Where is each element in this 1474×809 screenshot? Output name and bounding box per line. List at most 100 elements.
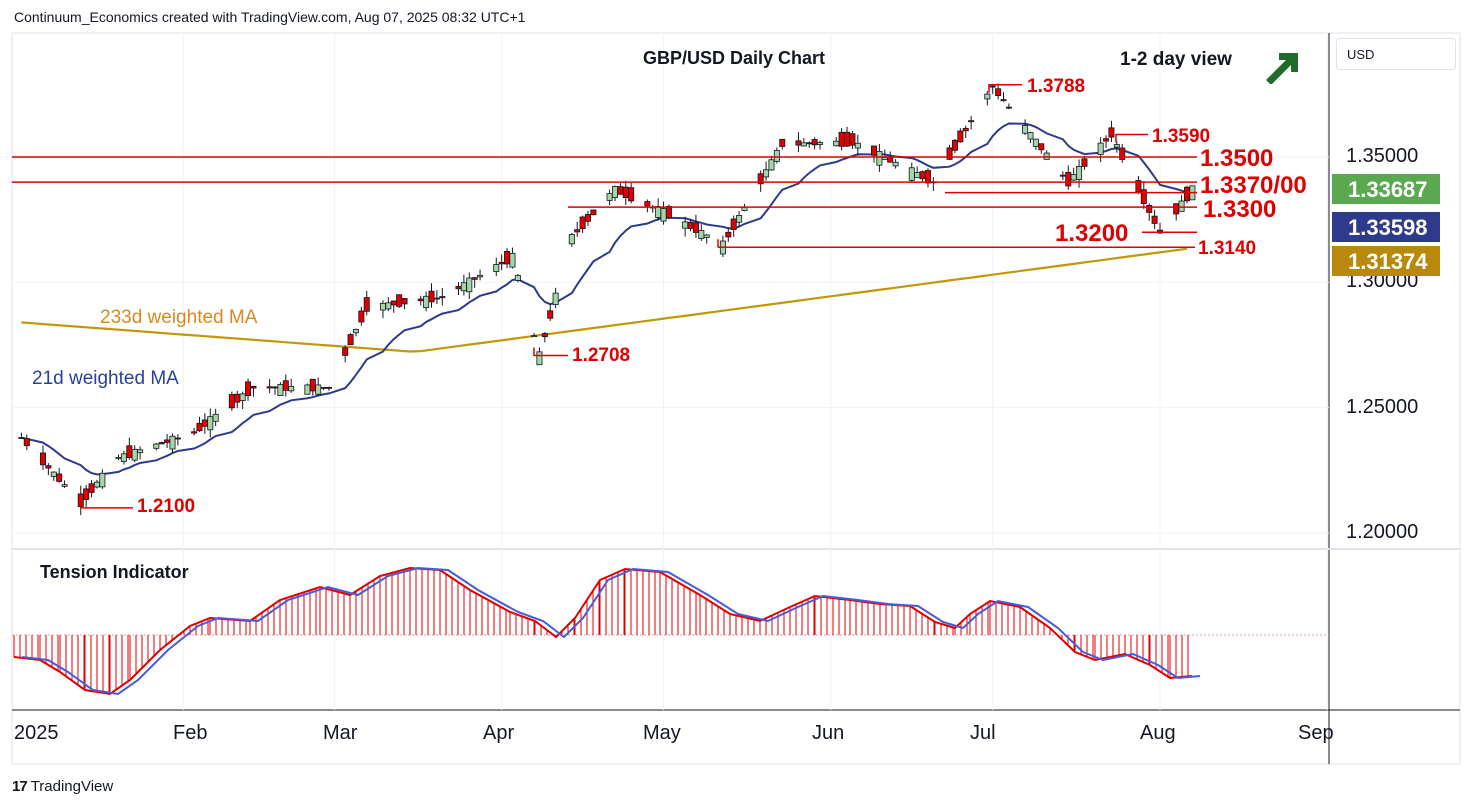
level-label-13370: 1.3370/00 bbox=[1200, 172, 1307, 199]
candle bbox=[1059, 171, 1066, 181]
candle bbox=[514, 274, 521, 283]
candle-body bbox=[568, 234, 575, 245]
candle-body bbox=[83, 488, 90, 500]
candle-body bbox=[876, 150, 883, 166]
candle bbox=[719, 235, 726, 257]
candle-body bbox=[272, 386, 279, 389]
candle bbox=[773, 147, 780, 164]
candle bbox=[957, 128, 964, 143]
candle bbox=[1097, 137, 1104, 163]
candle bbox=[995, 83, 1002, 100]
candle-body bbox=[1119, 147, 1126, 160]
candle bbox=[871, 145, 878, 163]
candle-body bbox=[471, 277, 478, 280]
x-tick-aug: Aug bbox=[1140, 722, 1176, 744]
candle-body bbox=[379, 302, 386, 311]
y-tick-135000: 1.35000 bbox=[1346, 145, 1419, 167]
candle-body bbox=[514, 275, 521, 281]
x-tick-apr: Apr bbox=[483, 722, 515, 744]
tradingview-logo-icon: 17 bbox=[12, 778, 28, 795]
candle-body bbox=[541, 333, 548, 338]
marker-13788 bbox=[988, 84, 1022, 93]
candle-body bbox=[325, 386, 332, 389]
candle-body bbox=[309, 378, 316, 392]
candle bbox=[1070, 167, 1077, 181]
candle-body bbox=[493, 264, 500, 272]
candle bbox=[892, 159, 899, 169]
x-tick-sep: Sep bbox=[1298, 722, 1334, 744]
candle-body bbox=[1113, 144, 1120, 148]
candle-body bbox=[439, 296, 446, 299]
candle-body bbox=[282, 380, 289, 391]
candle-body bbox=[396, 294, 403, 307]
candle bbox=[433, 290, 440, 305]
candle bbox=[1183, 185, 1190, 204]
candle-body bbox=[363, 297, 370, 312]
candle bbox=[806, 141, 813, 149]
candle bbox=[800, 138, 807, 147]
candle-body bbox=[660, 208, 667, 222]
tradingview-brand[interactable]: 17 TradingView bbox=[12, 778, 113, 795]
candle bbox=[493, 257, 500, 276]
x-tick-jul: Jul bbox=[970, 722, 996, 744]
candle bbox=[390, 300, 397, 313]
candle bbox=[120, 450, 127, 465]
candle-body bbox=[779, 138, 786, 147]
candle bbox=[1022, 119, 1029, 136]
ma21-label: 21d weighted MA bbox=[32, 368, 179, 389]
candle-body bbox=[984, 93, 991, 100]
marker-12100 bbox=[81, 499, 133, 509]
candle-body bbox=[536, 351, 543, 366]
candle bbox=[153, 442, 160, 451]
candle-body bbox=[417, 298, 424, 302]
candle bbox=[342, 345, 349, 363]
candle bbox=[962, 125, 969, 138]
candle-body bbox=[1173, 203, 1180, 215]
candle-body bbox=[773, 150, 780, 162]
candle bbox=[347, 333, 354, 346]
candle bbox=[385, 297, 392, 312]
level-label-12708: 1.2708 bbox=[572, 345, 631, 366]
candle-body bbox=[164, 439, 171, 443]
candle-body bbox=[736, 215, 743, 223]
candle-body bbox=[611, 185, 618, 199]
candle-body bbox=[757, 173, 764, 185]
candle bbox=[1000, 92, 1007, 102]
candle bbox=[272, 385, 279, 395]
candle bbox=[579, 215, 586, 233]
candle bbox=[1113, 141, 1120, 153]
level-label-13300: 1.3300 bbox=[1203, 196, 1277, 223]
candle bbox=[320, 387, 327, 391]
candle bbox=[196, 416, 203, 432]
candle bbox=[164, 433, 171, 449]
candle bbox=[277, 382, 284, 396]
candle bbox=[504, 248, 511, 269]
currency-button[interactable]: USD bbox=[1336, 38, 1456, 70]
candle-body bbox=[854, 142, 861, 149]
candle-body bbox=[547, 310, 554, 319]
candle bbox=[736, 210, 743, 227]
candle bbox=[768, 155, 775, 171]
candle-body bbox=[844, 131, 851, 147]
candle-body bbox=[951, 139, 958, 151]
candle bbox=[466, 272, 473, 300]
candle-body bbox=[962, 127, 969, 132]
candle-body bbox=[574, 229, 581, 233]
candle-body bbox=[428, 290, 435, 303]
candle-body bbox=[849, 133, 856, 146]
view-horizon-label: 1-2 day view bbox=[1120, 49, 1232, 70]
candle bbox=[779, 138, 786, 150]
candle-body bbox=[1027, 132, 1034, 140]
candle-body bbox=[617, 186, 624, 195]
candle-body bbox=[730, 218, 737, 230]
candle-body bbox=[77, 493, 84, 507]
candle-body bbox=[153, 443, 160, 449]
candle-body bbox=[833, 140, 840, 147]
candle-body bbox=[315, 384, 322, 395]
candle-body bbox=[957, 130, 964, 143]
ma233-line bbox=[21, 247, 1188, 353]
candle bbox=[644, 199, 651, 213]
candle-body bbox=[1183, 186, 1190, 202]
candle bbox=[725, 227, 732, 242]
marker-12708 bbox=[533, 347, 568, 357]
